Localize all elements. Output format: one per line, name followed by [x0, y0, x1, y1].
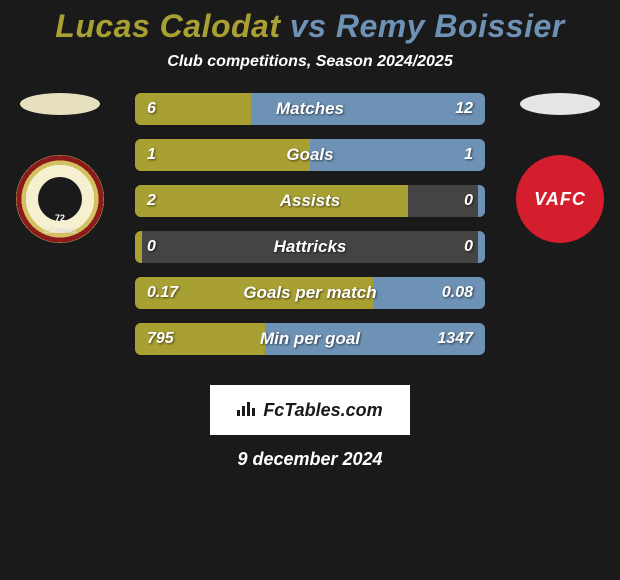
brand-text: FcTables.com	[263, 400, 382, 421]
stat-row: Matches6 12	[135, 93, 485, 125]
stat-label: Goals	[135, 139, 485, 171]
stat-row: Hattricks0 0	[135, 231, 485, 263]
stat-value-left: 795	[147, 323, 174, 355]
stat-value-right: 1347	[437, 323, 473, 355]
stat-value-right: 0.08	[442, 277, 473, 309]
right-ellipse	[520, 93, 600, 115]
stat-label: Assists	[135, 185, 485, 217]
stat-value-right: 0	[464, 231, 473, 263]
left-ellipse	[20, 93, 100, 115]
stat-label: Hattricks	[135, 231, 485, 263]
subtitle: Club competitions, Season 2024/2025	[0, 53, 620, 71]
stat-row: Goals1 1	[135, 139, 485, 171]
stat-value-left: 0.17	[147, 277, 178, 309]
stat-label: Matches	[135, 93, 485, 125]
brand-logo: FcTables.com	[210, 385, 410, 435]
player2-name: Remy Boissier	[336, 8, 565, 44]
comparison-area: LE MANS VAFC Matches612Goals11Assists20H…	[0, 93, 620, 373]
left-club-badge: LE MANS	[16, 155, 104, 243]
right-club-badge: VAFC	[516, 155, 604, 243]
stat-value-left: 6	[147, 93, 156, 125]
right-player-badges: VAFC	[500, 93, 620, 243]
stat-value-left: 2	[147, 185, 156, 217]
stat-bars-container: Matches612Goals11Assists20Hattricks00Goa…	[135, 93, 485, 369]
stat-value-left: 0	[147, 231, 156, 263]
date-text: 9 december 2024	[0, 449, 620, 470]
chart-icon	[237, 400, 257, 421]
stat-row: Goals per match0.17 0.08	[135, 277, 485, 309]
stat-row: Assists2 0	[135, 185, 485, 217]
stat-value-right: 0	[464, 185, 473, 217]
player1-name: Lucas Calodat	[55, 8, 280, 44]
left-club-label: LE MANS	[44, 228, 76, 235]
stat-value-left: 1	[147, 139, 156, 171]
left-player-badges: LE MANS	[0, 93, 120, 243]
vs-text: vs	[290, 8, 327, 44]
stat-label: Min per goal	[135, 323, 485, 355]
stat-row: Min per goal795 1347	[135, 323, 485, 355]
right-club-label: VAFC	[534, 189, 586, 210]
stat-label: Goals per match	[135, 277, 485, 309]
stat-value-right: 12	[455, 93, 473, 125]
stat-value-right: 1	[464, 139, 473, 171]
comparison-title: Lucas Calodat vs Remy Boissier	[0, 0, 620, 45]
